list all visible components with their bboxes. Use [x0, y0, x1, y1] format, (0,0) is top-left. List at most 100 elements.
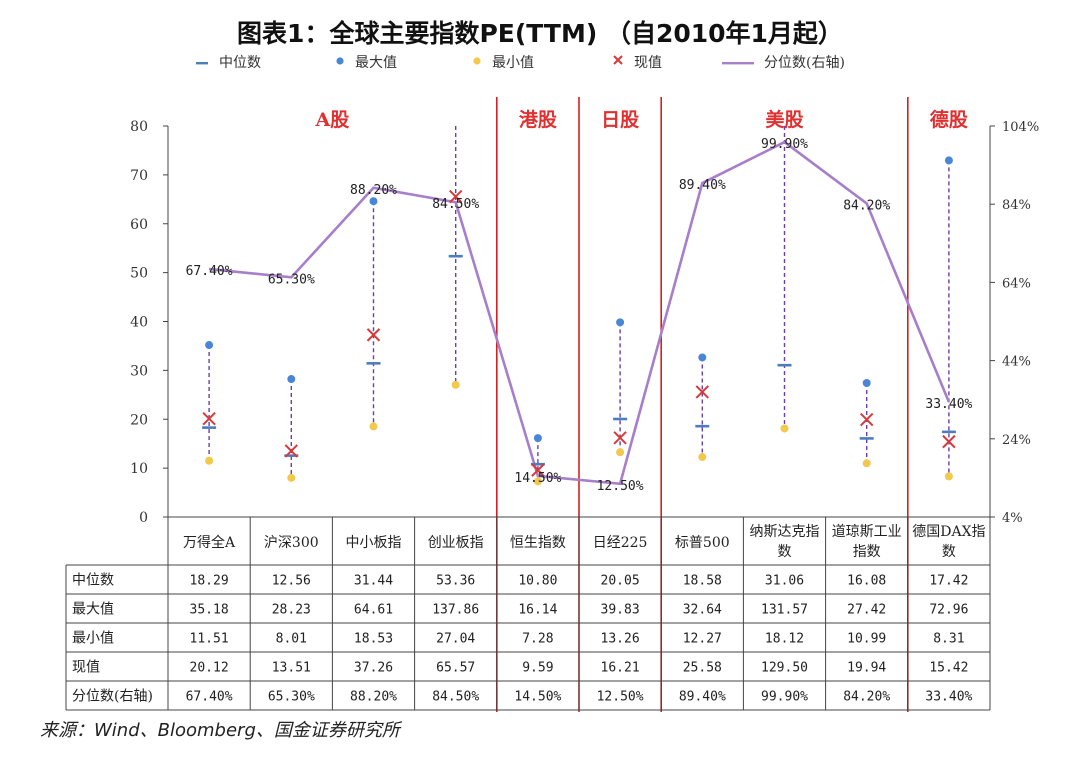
y-left-tick-label: 40	[130, 315, 148, 331]
current-mark	[613, 431, 627, 445]
table-cell: 39.83	[601, 603, 640, 618]
median-dash-icon	[195, 54, 209, 70]
table-cell: 11.51	[190, 632, 229, 647]
table-cell: 65.30%	[268, 690, 315, 705]
max-point	[862, 378, 871, 387]
max-point	[698, 353, 707, 362]
min-point	[780, 424, 789, 433]
table-cell: 64.61	[354, 603, 393, 618]
median-mark	[448, 254, 463, 258]
table-row-label: 中位数	[72, 573, 114, 589]
table-cell: 18.29	[190, 574, 229, 589]
x-tick-label: 纳斯达克指	[750, 524, 820, 540]
median-mark	[941, 430, 956, 434]
min-point	[698, 453, 707, 462]
table-cell: 16.08	[847, 574, 886, 589]
table-cell: 27.42	[847, 603, 886, 618]
x-tick-label: 数	[778, 544, 792, 560]
y-left-tick-label: 0	[139, 510, 148, 526]
region-label: 港股	[519, 109, 557, 131]
table-cell: 7.28	[522, 632, 553, 647]
legend-label-median: 中位数	[219, 55, 261, 71]
table-cell: 33.40%	[925, 690, 972, 705]
region-label: 德股	[930, 108, 968, 131]
x-tick-label: 数	[942, 544, 956, 560]
table-cell: 31.44	[354, 574, 393, 589]
x-tick-label: 沪深300	[264, 535, 319, 551]
median-mark	[777, 363, 792, 367]
percentile-data-label: 89.40%	[679, 178, 726, 193]
percentile-data-label: 88.20%	[350, 183, 397, 198]
current-mark	[859, 412, 874, 427]
median-mark	[695, 424, 710, 428]
x-tick-label: 指数	[853, 544, 881, 560]
table-cell: 10.80	[518, 574, 557, 589]
y-right-tick-label: 44%	[1002, 355, 1031, 370]
region-label: 日股	[601, 109, 639, 131]
y-right-tick-label: 64%	[1002, 276, 1031, 291]
min-point	[287, 473, 296, 482]
y-left-tick-label: 80	[130, 119, 148, 135]
min-point	[451, 380, 460, 389]
table-cell: 14.50%	[514, 690, 561, 705]
y-right-tick-label: 24%	[1002, 433, 1031, 448]
table-cell: 20.05	[601, 574, 640, 589]
max-point	[287, 375, 296, 384]
min-point	[369, 422, 378, 431]
chart-legend: 中位数 最大值 最小值 现值 分位数(右轴)	[0, 52, 1080, 76]
table-cell: 18.53	[354, 632, 393, 647]
table-cell: 13.51	[272, 661, 311, 676]
table-cell: 16.14	[518, 603, 557, 618]
max-dot-icon	[335, 54, 345, 70]
table-cell: 17.42	[929, 574, 968, 589]
table-cell: 13.26	[601, 632, 640, 647]
table-cell: 19.94	[847, 661, 886, 676]
percentile-data-label: 84.20%	[843, 198, 890, 213]
legend-item-min: 最小值	[472, 52, 534, 72]
table-cell: 18.58	[683, 574, 722, 589]
legend-item-median: 中位数	[195, 52, 261, 72]
table-cell: 88.20%	[350, 690, 397, 705]
table-cell: 18.12	[765, 632, 804, 647]
current-mark	[366, 328, 381, 342]
table-cell: 12.50%	[597, 690, 644, 705]
y-left-tick-label: 70	[130, 168, 148, 184]
min-dot-icon	[472, 54, 482, 70]
max-point	[616, 318, 625, 327]
y-right-tick-label: 84%	[1002, 198, 1031, 213]
legend-item-current: 现值	[612, 52, 662, 72]
x-tick-label: 德国DAX指	[912, 524, 985, 540]
table-cell: 31.06	[765, 574, 804, 589]
table-cell: 99.90%	[761, 690, 808, 705]
table-cell: 12.27	[683, 632, 722, 647]
table-cell: 20.12	[190, 661, 229, 676]
y-right-tick-label: 104%	[1002, 120, 1039, 135]
legend-item-percentile: 分位数(右轴)	[722, 52, 845, 72]
table-row-label: 最小值	[72, 631, 114, 647]
table-row-label: 最大值	[72, 602, 114, 618]
region-label: A股	[315, 109, 350, 131]
table-cell: 89.40%	[679, 690, 726, 705]
table-cell: 28.23	[272, 603, 311, 618]
median-mark	[613, 417, 628, 421]
median-mark	[202, 426, 217, 429]
percentile-data-label: 65.30%	[268, 272, 315, 287]
current-mark	[202, 411, 216, 426]
median-mark	[859, 437, 874, 440]
table-cell: 15.42	[929, 661, 968, 676]
y-left-tick-label: 60	[130, 217, 148, 233]
percentile-data-label: 67.40%	[186, 264, 233, 279]
table-cell: 131.57	[761, 603, 808, 618]
table-row-label: 现值	[72, 660, 100, 676]
table-row-label: 分位数(右轴)	[72, 689, 153, 705]
source-note: 来源：Wind、Bloomberg、国金证券研究所	[40, 720, 400, 741]
min-point	[533, 477, 542, 486]
median-mark	[530, 462, 545, 466]
table-cell: 12.56	[272, 574, 311, 589]
table-cell: 16.21	[601, 661, 640, 676]
cross-icon	[612, 54, 624, 70]
y-left-tick-label: 50	[130, 266, 148, 282]
legend-label-current: 现值	[634, 55, 662, 71]
max-point	[369, 197, 378, 206]
table-cell: 65.57	[436, 661, 475, 676]
